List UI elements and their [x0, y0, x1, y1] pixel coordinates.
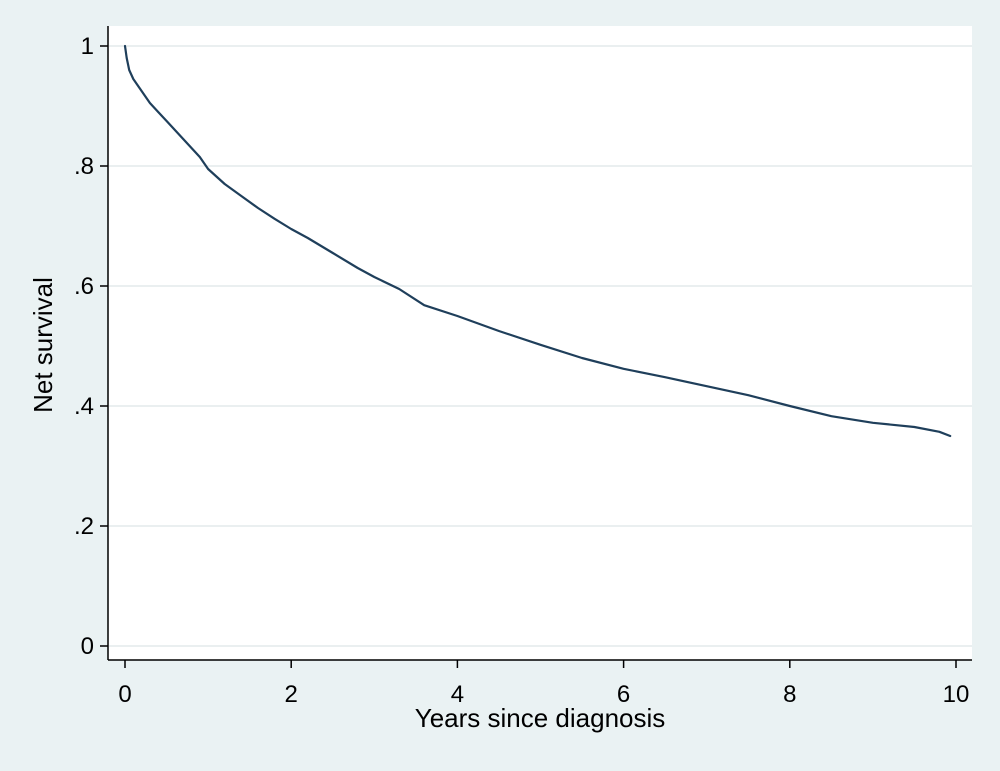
series-layer: [123, 44, 952, 438]
x-axis-ticks: 0 2 4 6 8 10: [118, 660, 969, 708]
y-axis-title: Net survival: [28, 277, 58, 413]
gridlines: [109, 45, 972, 647]
x-tick-label: 2: [285, 681, 298, 708]
x-tick-label: 8: [783, 681, 796, 708]
y-tick-label: 0: [81, 633, 94, 660]
y-tick-label: .2: [74, 513, 94, 540]
plot-area: [108, 26, 972, 660]
x-tick-label: 6: [617, 681, 630, 708]
x-tick-label: 10: [943, 681, 970, 708]
x-tick-label: 0: [118, 681, 131, 708]
y-axis-ticks: 0 .2 .4 .6 .8 1: [74, 33, 108, 660]
survival-curve: [123, 44, 952, 438]
y-tick-label: .6: [74, 273, 94, 300]
x-axis-title: Years since diagnosis: [415, 703, 666, 733]
y-tick-label: .8: [74, 153, 94, 180]
x-tick-label: 4: [451, 681, 464, 708]
axes: [107, 26, 972, 661]
y-tick-label: 1: [81, 33, 94, 60]
y-tick-label: .4: [74, 393, 94, 420]
